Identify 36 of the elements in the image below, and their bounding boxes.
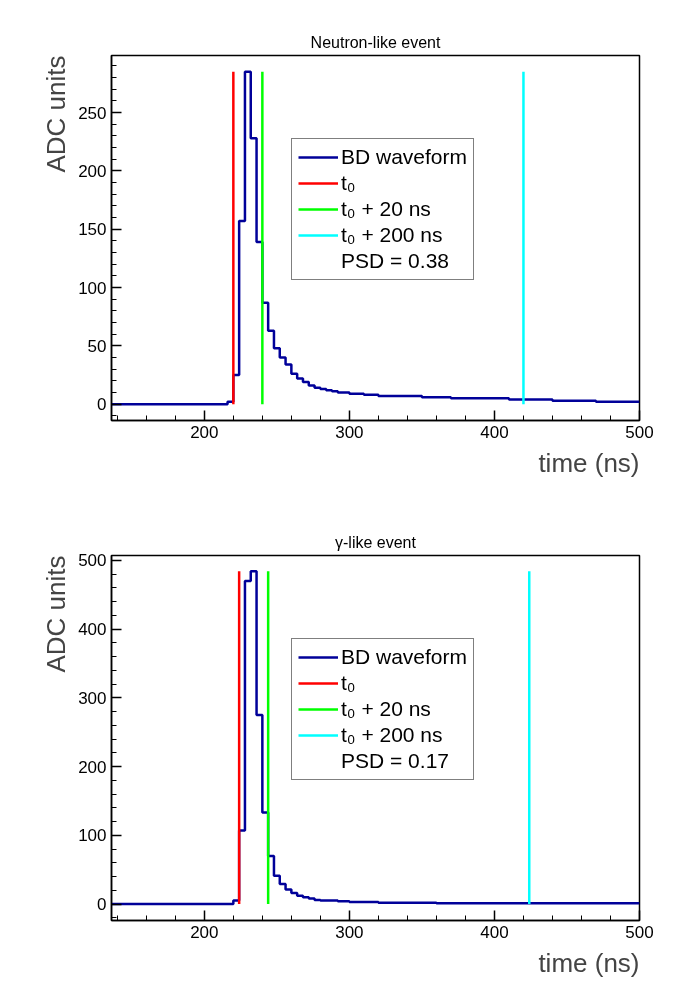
legend-label: t₀ <box>341 171 357 195</box>
x-tick-label: 500 <box>625 922 654 942</box>
y-axis-title: ADC units <box>40 555 71 673</box>
legend-label: t₀ <box>341 671 357 695</box>
y-tick-label: 200 <box>78 757 107 777</box>
legend-label: t₀ + 20 ns <box>341 197 431 221</box>
y-tick-label: 0 <box>97 895 107 914</box>
y-tick-label: 250 <box>78 103 107 123</box>
legend-label: BD waveform <box>341 145 468 169</box>
y-tick-label: 0 <box>97 395 107 415</box>
annotation: PSD = 0.38 <box>341 249 449 273</box>
x-tick-label: 400 <box>480 422 509 442</box>
x-tick-label: 300 <box>335 922 364 942</box>
x-tick-label: 400 <box>480 922 509 942</box>
y-tick-label: 150 <box>78 220 107 240</box>
y-tick-label: 100 <box>78 278 107 298</box>
x-axis-title: time (ns) <box>538 947 640 978</box>
y-tick-label: 400 <box>78 620 107 640</box>
annotation: PSD = 0.17 <box>341 749 449 773</box>
x-tick-label: 500 <box>625 422 654 442</box>
chart-title: γ-like event <box>335 533 417 551</box>
y-tick-label: 50 <box>87 336 107 356</box>
y-tick-label: 300 <box>78 688 107 708</box>
x-tick-label: 200 <box>190 422 219 442</box>
chart-title: Neutron-like event <box>310 33 441 51</box>
x-axis-title: time (ns) <box>538 447 640 478</box>
legend-label: t₀ + 20 ns <box>341 697 431 721</box>
x-tick-label: 300 <box>335 422 364 442</box>
legend-label: BD waveform <box>341 645 468 669</box>
legend-label: t₀ + 200 ns <box>341 723 443 747</box>
y-tick-label: 500 <box>78 551 107 571</box>
y-tick-label: 200 <box>78 161 107 181</box>
y-tick-label: 100 <box>78 826 107 846</box>
x-tick-label: 200 <box>190 922 219 942</box>
legend-label: t₀ + 200 ns <box>341 223 443 247</box>
y-axis-title: ADC units <box>40 55 71 173</box>
